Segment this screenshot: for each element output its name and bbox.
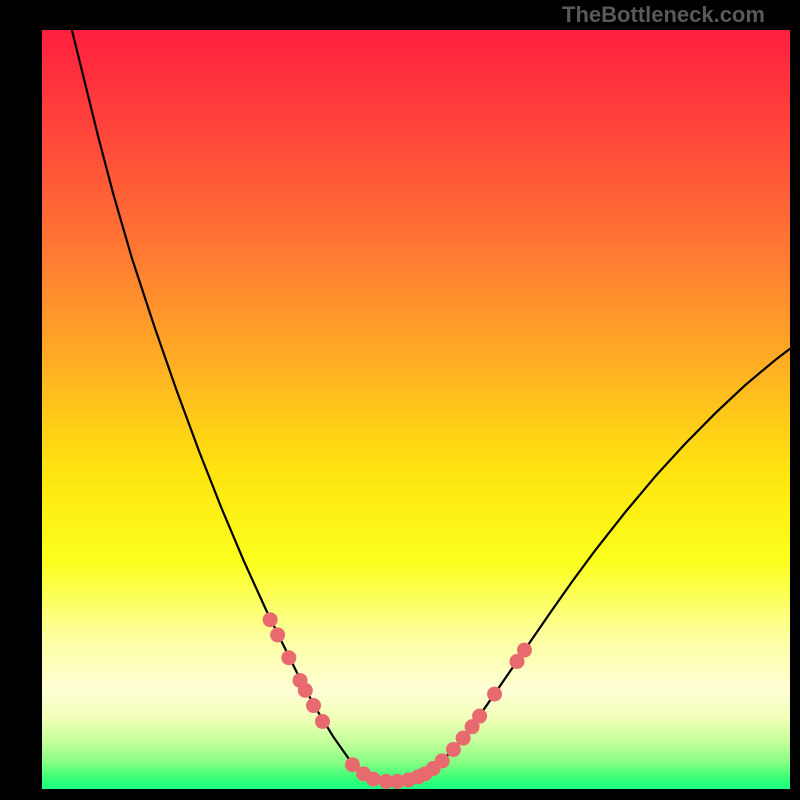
scatter-point	[487, 687, 502, 702]
scatter-point	[472, 709, 487, 724]
scatter-point	[446, 742, 461, 757]
chart-svg	[42, 30, 790, 789]
scatter-point	[298, 683, 313, 698]
scatter-point	[517, 643, 532, 658]
scatter-point	[270, 627, 285, 642]
scatter-point	[435, 753, 450, 768]
scatter-point	[306, 698, 321, 713]
scatter-point	[366, 772, 381, 787]
scatter-point	[263, 612, 278, 627]
scatter-point	[281, 650, 296, 665]
watermark-text: TheBottleneck.com	[562, 2, 765, 28]
chart-background	[42, 30, 790, 789]
scatter-point	[315, 714, 330, 729]
chart-plot-area	[42, 30, 790, 789]
